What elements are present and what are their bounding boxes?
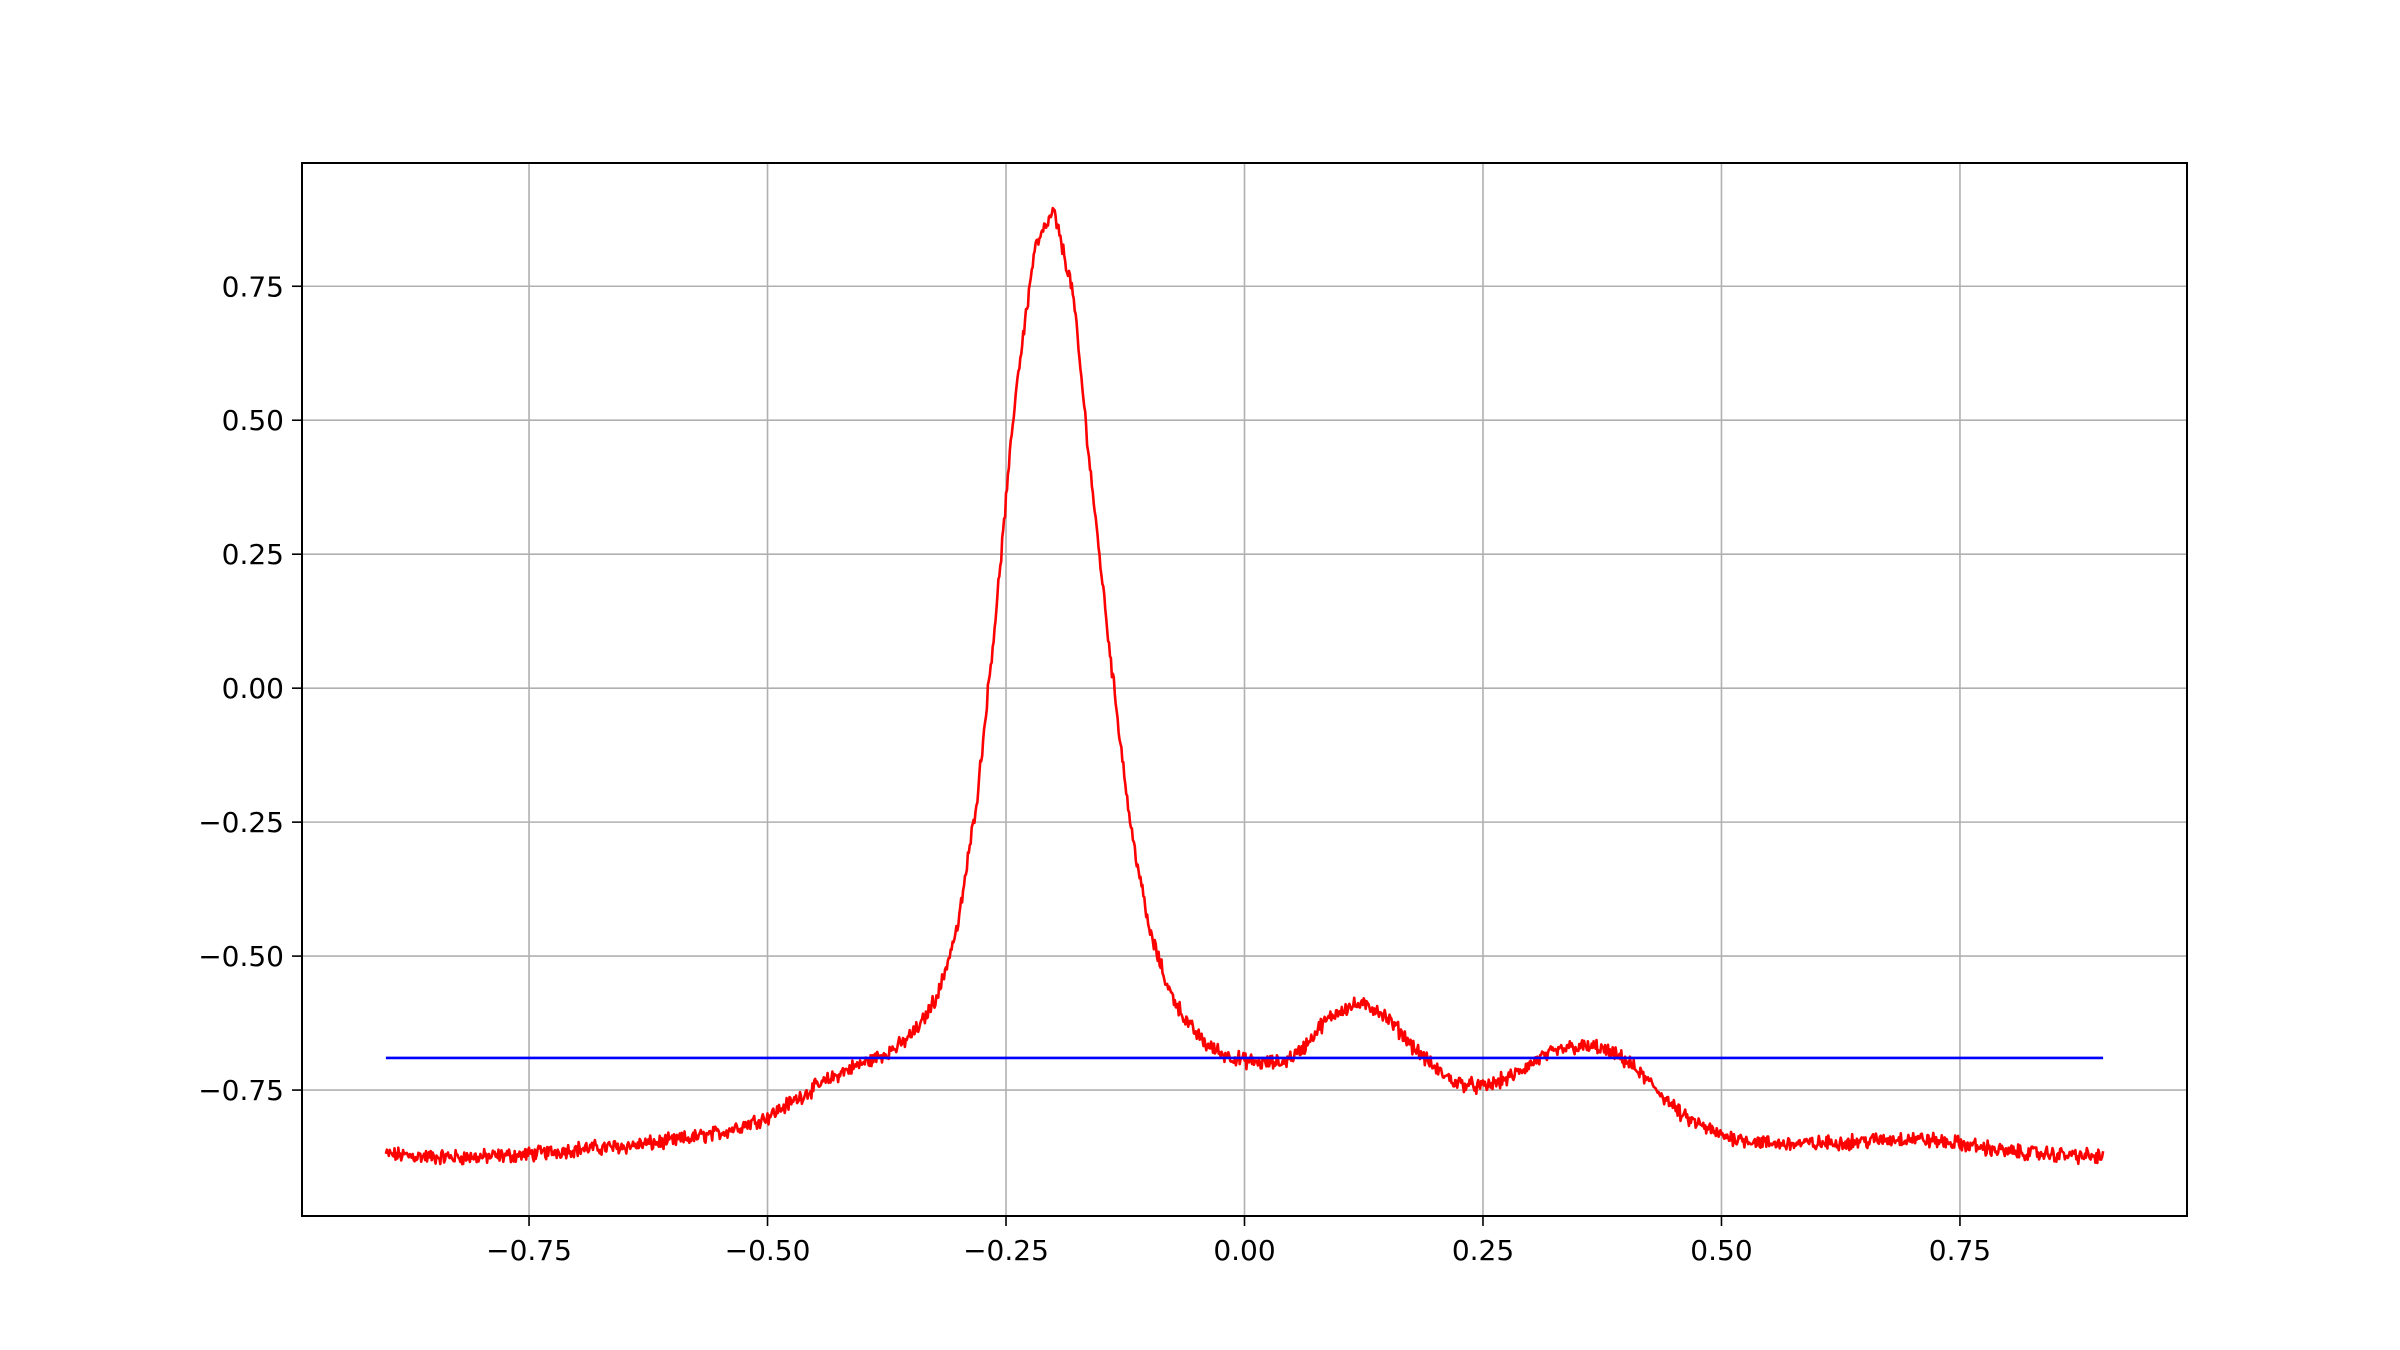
x-tick-label: 0.00 — [1213, 1234, 1275, 1267]
y-tick-label: 0.25 — [222, 538, 284, 571]
x-tick-label: 0.50 — [1690, 1234, 1752, 1267]
x-tick-label: −0.25 — [963, 1234, 1049, 1267]
x-tick-label: 0.25 — [1452, 1234, 1514, 1267]
axis-ticks — [292, 285, 1961, 1226]
x-tick-label: 0.75 — [1929, 1234, 1991, 1267]
y-tick-label: 0.75 — [222, 270, 284, 303]
series-line-0 — [384, 206, 2105, 1166]
y-tick-label: −0.75 — [198, 1074, 284, 1107]
y-tick-label: −0.25 — [198, 806, 284, 839]
y-tick-label: 0.00 — [222, 672, 284, 705]
y-axis-tick-labels: −0.75 −0.50 −0.25 0.00 0.25 0.50 0.75 — [198, 270, 284, 1107]
series-group — [384, 206, 2105, 1166]
x-tick-label: −0.50 — [725, 1234, 811, 1267]
x-tick-label: −0.75 — [486, 1234, 572, 1267]
y-tick-label: −0.50 — [198, 940, 284, 973]
grid — [302, 163, 2187, 1216]
x-axis-tick-labels: −0.75 −0.50 −0.25 0.00 0.25 0.50 0.75 — [486, 1234, 1991, 1267]
y-tick-label: 0.50 — [222, 404, 284, 437]
